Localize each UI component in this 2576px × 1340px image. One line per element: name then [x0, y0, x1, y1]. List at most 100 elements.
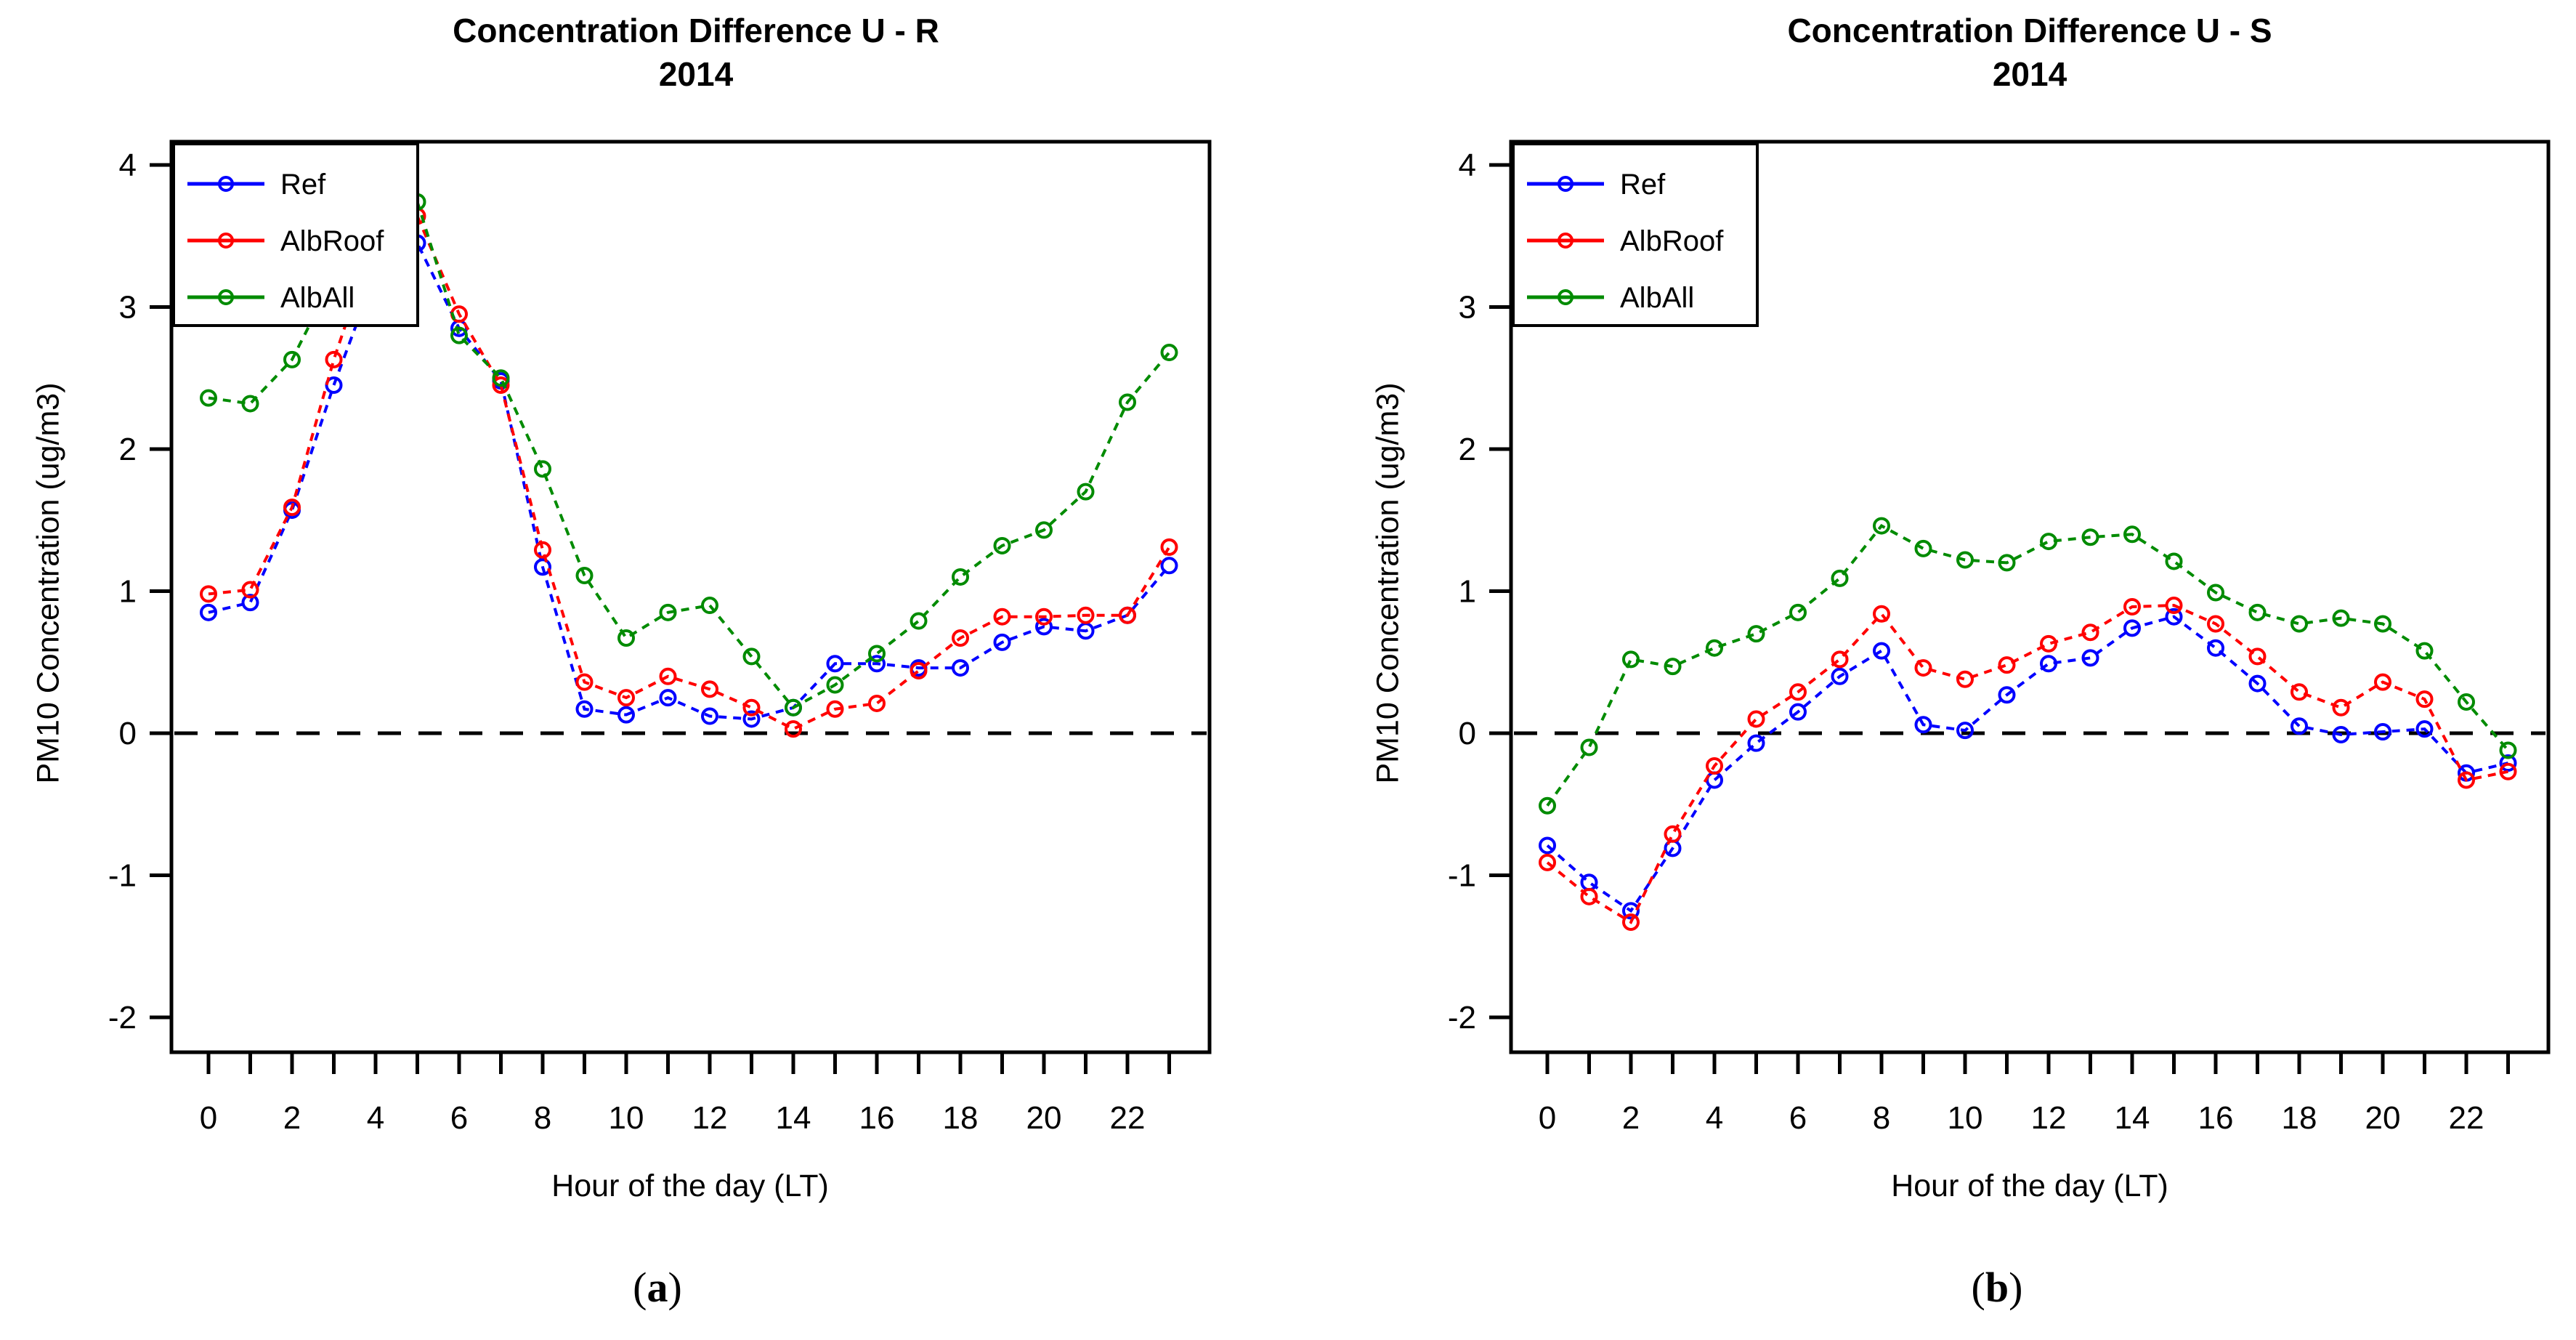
data-point-marker [1956, 722, 1974, 740]
data-point-marker [2291, 615, 2308, 633]
data-point-marker [2040, 533, 2057, 551]
data-point-marker [2458, 771, 2475, 789]
data-point-marker [2123, 598, 2141, 616]
data-point-marker [2374, 723, 2391, 741]
x-tick-label: 22 [2449, 1100, 2484, 1136]
legend: Ref AlbRoof AlbAll [172, 142, 419, 327]
chart-b-title-line1: Concentration Difference U - S [1787, 12, 2272, 49]
x-tick-label: 18 [2282, 1100, 2317, 1136]
data-point-marker [826, 700, 844, 718]
chart-b-caption: (b) [1852, 1263, 2142, 1312]
chart-b-title-line2: 2014 [1992, 55, 2067, 93]
series-alball-markers [1539, 517, 2517, 815]
data-point-marker [1035, 521, 1053, 539]
data-point-marker [1914, 659, 1932, 677]
data-point-marker [534, 541, 551, 559]
data-point-marker [534, 558, 551, 576]
series-albroof-line [1546, 604, 2508, 924]
data-point-marker [241, 594, 259, 612]
data-point-marker [910, 612, 928, 630]
data-point-marker [1035, 608, 1053, 626]
data-point-marker [1831, 569, 1849, 587]
chart-b-xlabel: Hour of the day (LT) [1891, 1169, 2168, 1203]
data-point-marker [200, 603, 217, 621]
legend-label-albroof: AlbRoof [1620, 225, 1724, 257]
legend-label-alball: AlbAll [280, 282, 355, 314]
data-point-marker [910, 661, 928, 679]
data-point-marker [1747, 710, 1765, 728]
caption-b-open: ( [1971, 1264, 1985, 1311]
y-tick-label: -1 [1448, 858, 1476, 894]
data-point-marker [1077, 606, 1095, 624]
caption-b-letter: b [1985, 1264, 2009, 1311]
plot-border [1509, 140, 2551, 1054]
data-point-marker [2165, 608, 2183, 626]
x-tick-label: 18 [943, 1100, 979, 1136]
x-tick-label: 20 [2365, 1100, 2401, 1136]
data-point-marker [1747, 625, 1765, 643]
x-tick-label: 2 [1622, 1100, 1640, 1136]
data-point-marker [1998, 554, 2016, 572]
x-tick-label: 20 [1026, 1100, 1062, 1136]
caption-a-letter: a [647, 1264, 668, 1311]
x-tick-label: 14 [2115, 1100, 2150, 1136]
data-point-marker [2499, 741, 2517, 759]
data-point-marker [826, 655, 844, 673]
data-point-marker [617, 689, 635, 707]
chart-a-title-line2: 2014 [658, 55, 734, 93]
data-point-marker [868, 645, 886, 663]
data-point-marker [2499, 754, 2517, 772]
data-point-marker [1580, 873, 1598, 892]
data-point-marker [2081, 623, 2099, 642]
y-tick-label: 3 [119, 290, 137, 326]
caption-a-open: ( [633, 1264, 647, 1311]
y-tick-label: 4 [1459, 148, 1476, 183]
data-point-marker [826, 676, 844, 694]
data-point-marker [742, 647, 761, 666]
legend-label-ref: Ref [1620, 169, 1666, 201]
data-point-marker [2207, 584, 2224, 602]
chart-b-title: Concentration Difference U - S 2014 [1521, 9, 2538, 96]
data-point-marker [2332, 609, 2350, 627]
x-tick-label: 6 [1789, 1100, 1807, 1136]
data-point-marker [1706, 756, 1723, 775]
data-point-marker [1956, 670, 1974, 688]
data-point-marker [2499, 762, 2517, 780]
x-tick-label: 22 [1110, 1100, 1146, 1136]
data-point-marker [2081, 528, 2099, 546]
x-tick-label: 8 [1873, 1100, 1890, 1136]
data-point-marker [575, 566, 594, 584]
data-point-marker [325, 350, 343, 368]
legend-box [172, 142, 419, 327]
x-tick-label: 6 [450, 1100, 468, 1136]
data-point-marker [1831, 650, 1849, 669]
caption-b-close: ) [2009, 1264, 2023, 1311]
data-point-marker [2374, 615, 2391, 633]
data-point-marker [1580, 738, 1598, 756]
data-point-marker [1873, 605, 1890, 623]
series-alball-line [1546, 524, 2510, 807]
y-tick-label: 2 [1459, 432, 1476, 467]
data-point-marker [2291, 683, 2308, 701]
legend-box [1512, 142, 1759, 327]
data-point-marker [283, 499, 301, 517]
data-point-marker [2248, 647, 2267, 666]
data-point-marker [993, 536, 1011, 554]
data-point-marker [2123, 525, 2141, 544]
x-tick-label: 12 [2031, 1100, 2067, 1136]
series-ref-markers [1539, 608, 2517, 920]
data-point-marker [241, 395, 259, 413]
data-point-marker [534, 460, 551, 478]
data-point-marker [1914, 539, 1932, 557]
data-point-marker [952, 629, 969, 647]
data-point-marker [1539, 853, 1556, 871]
data-point-marker [1035, 618, 1053, 636]
data-point-marker [575, 673, 594, 691]
chart-a-title: Concentration Difference U - R 2014 [187, 9, 1204, 96]
x-tick-label: 4 [367, 1100, 384, 1136]
series-ref-line [1546, 615, 2508, 913]
legend-marker-sample [1558, 233, 1573, 249]
